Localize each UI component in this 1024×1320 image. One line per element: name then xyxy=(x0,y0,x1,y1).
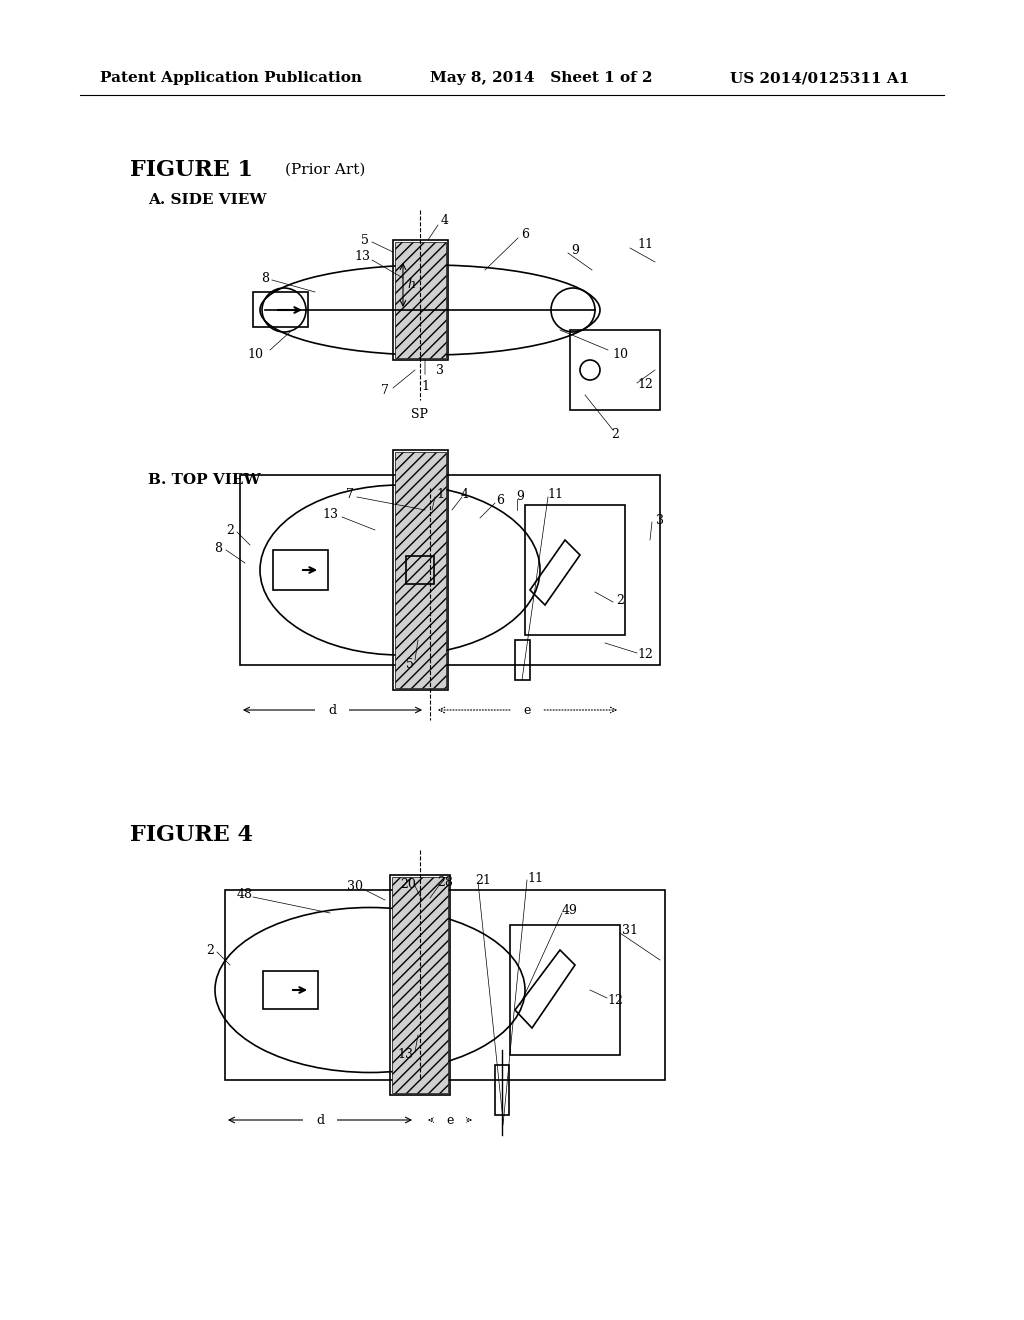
Bar xyxy=(395,451,446,688)
Bar xyxy=(273,550,328,590)
Text: 12: 12 xyxy=(637,648,653,661)
Text: 7: 7 xyxy=(381,384,389,396)
Text: 21: 21 xyxy=(475,874,490,887)
Bar xyxy=(515,640,530,680)
Text: A. SIDE VIEW: A. SIDE VIEW xyxy=(148,193,266,207)
Text: 2: 2 xyxy=(611,429,618,441)
Text: d: d xyxy=(328,704,336,717)
Text: 2: 2 xyxy=(616,594,624,606)
Text: May 8, 2014   Sheet 1 of 2: May 8, 2014 Sheet 1 of 2 xyxy=(430,71,652,84)
Text: 13: 13 xyxy=(354,249,370,263)
Text: 11: 11 xyxy=(547,488,563,502)
Bar xyxy=(240,475,660,665)
Bar xyxy=(525,506,625,635)
Text: 4: 4 xyxy=(441,214,449,227)
Text: 1: 1 xyxy=(421,360,429,393)
Text: 49: 49 xyxy=(562,903,578,916)
Bar xyxy=(392,876,449,1093)
Text: FIGURE 1: FIGURE 1 xyxy=(130,158,253,181)
Text: e: e xyxy=(523,704,530,717)
Text: 3: 3 xyxy=(436,363,444,376)
Text: 31: 31 xyxy=(622,924,638,936)
Text: 5: 5 xyxy=(361,234,369,247)
Bar xyxy=(393,450,449,690)
Bar xyxy=(253,292,308,327)
Text: 11: 11 xyxy=(637,239,653,252)
Text: (Prior Art): (Prior Art) xyxy=(285,162,366,177)
Text: B. TOP VIEW: B. TOP VIEW xyxy=(148,473,261,487)
Text: 12: 12 xyxy=(607,994,623,1006)
Text: 28: 28 xyxy=(437,875,453,888)
Bar xyxy=(395,242,446,358)
Text: 11: 11 xyxy=(527,871,543,884)
Bar xyxy=(390,875,450,1096)
Bar xyxy=(570,330,660,411)
Text: 13: 13 xyxy=(322,508,338,521)
Text: 2: 2 xyxy=(206,944,214,957)
Text: Patent Application Publication: Patent Application Publication xyxy=(100,71,362,84)
Bar xyxy=(263,972,318,1008)
Bar xyxy=(510,925,620,1055)
Text: 10: 10 xyxy=(247,348,263,362)
Text: 20: 20 xyxy=(400,878,416,891)
Text: US 2014/0125311 A1: US 2014/0125311 A1 xyxy=(730,71,909,84)
Text: 48: 48 xyxy=(237,888,253,902)
Text: h: h xyxy=(407,279,415,292)
Text: 6: 6 xyxy=(496,494,504,507)
Text: 5: 5 xyxy=(407,659,414,672)
Text: 3: 3 xyxy=(656,513,664,527)
Text: 2: 2 xyxy=(226,524,233,536)
Bar xyxy=(393,240,449,360)
Text: 6: 6 xyxy=(521,228,529,242)
Text: e: e xyxy=(446,1114,454,1126)
Text: 7: 7 xyxy=(346,488,354,502)
Text: 8: 8 xyxy=(214,541,222,554)
Text: 8: 8 xyxy=(261,272,269,285)
Text: SP: SP xyxy=(412,408,428,421)
Text: 13: 13 xyxy=(397,1048,413,1061)
Text: d: d xyxy=(316,1114,324,1126)
Bar xyxy=(406,556,434,583)
Text: FIGURE 4: FIGURE 4 xyxy=(130,824,253,846)
Bar xyxy=(495,1065,509,1115)
Text: 1: 1 xyxy=(436,488,444,502)
Text: 9: 9 xyxy=(516,491,524,503)
Text: 12: 12 xyxy=(637,379,653,392)
Text: 10: 10 xyxy=(612,348,628,362)
Text: 4: 4 xyxy=(461,488,469,502)
Text: 30: 30 xyxy=(347,880,362,894)
Bar xyxy=(225,890,665,1080)
Text: 9: 9 xyxy=(571,243,579,256)
